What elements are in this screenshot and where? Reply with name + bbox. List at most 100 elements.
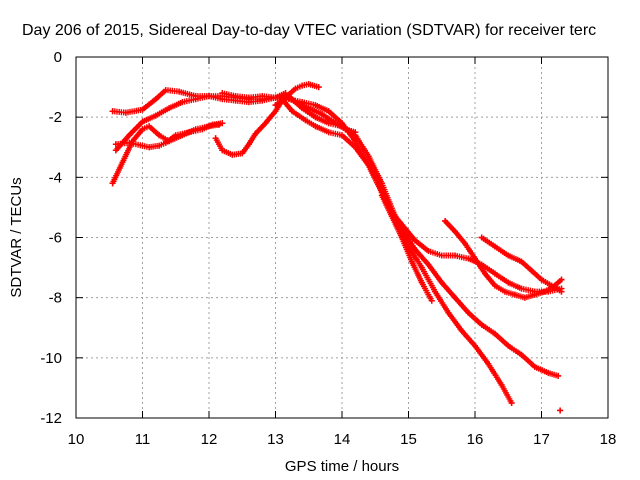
data-point (219, 147, 226, 154)
y-tick-label: -8 (49, 290, 62, 307)
series-track-3 (109, 121, 222, 187)
data-point (558, 276, 565, 283)
chart-title: Day 206 of 2015, Sidereal Day-to-day VTE… (22, 22, 596, 39)
x-axis-label: GPS time / hours (285, 458, 399, 475)
data-point (319, 111, 326, 118)
data-point (122, 109, 129, 116)
data-point (302, 117, 309, 124)
data-point (232, 93, 239, 100)
data-point (518, 258, 525, 265)
axis-ticks: 10 11 12 13 14 15 16 17 18 0 -2 -4 -6 -8 -10 -12 (40, 49, 616, 448)
x-tick-label: 15 (400, 431, 417, 448)
data-point (518, 351, 525, 358)
data-point (285, 93, 292, 100)
data-point (462, 240, 469, 247)
data-point (272, 108, 279, 115)
data-point (312, 114, 319, 121)
x-tick-label: 18 (600, 431, 617, 448)
data-point (425, 261, 432, 268)
data-point (425, 248, 432, 255)
data-point (139, 142, 146, 149)
data-point (339, 123, 345, 130)
data-point (146, 123, 153, 130)
data-point (192, 96, 199, 103)
data-point (545, 369, 552, 376)
data-point (478, 321, 485, 328)
y-tick-label: -2 (49, 109, 62, 126)
data-point (445, 309, 452, 316)
data-point (179, 99, 186, 106)
x-tick-label: 13 (267, 431, 284, 448)
data-point (555, 372, 562, 379)
x-tick-label: 12 (201, 431, 218, 448)
data-point (452, 252, 459, 259)
data-point (412, 237, 419, 244)
data-point (305, 81, 312, 88)
data-point (352, 144, 359, 151)
data-point (505, 279, 512, 286)
data-point (112, 147, 119, 154)
data-point (498, 381, 505, 388)
data-point (162, 87, 169, 94)
data-point (229, 151, 236, 158)
data-point (199, 126, 206, 133)
series-track-12 (557, 407, 564, 414)
data-point (541, 288, 548, 295)
data-point (139, 106, 146, 113)
data-point (438, 252, 445, 259)
data-point (272, 94, 279, 101)
data-point (299, 105, 306, 112)
data-point (206, 93, 212, 100)
y-tick-label: 0 (54, 49, 62, 66)
data-point (442, 217, 449, 224)
data-point (339, 132, 345, 139)
data-point (312, 102, 319, 109)
data-point (172, 132, 179, 139)
data-point (139, 118, 146, 125)
data-point (126, 139, 133, 146)
data-point (262, 120, 269, 127)
data-point (508, 399, 515, 406)
data-point (325, 120, 332, 127)
data-point (378, 192, 385, 199)
y-tick-label: -10 (40, 350, 62, 367)
data-point (109, 180, 116, 187)
data-points (109, 81, 565, 414)
data-point (245, 141, 252, 148)
data-point (452, 294, 459, 301)
data-point (299, 99, 306, 106)
x-tick-label: 16 (467, 431, 484, 448)
data-point (119, 159, 126, 166)
data-point (156, 132, 163, 139)
series-track-11 (478, 234, 565, 295)
data-point (511, 291, 518, 298)
data-point (162, 139, 169, 146)
series-track-6 (219, 90, 565, 295)
data-point (418, 264, 425, 271)
marker-path (109, 121, 222, 187)
x-tick-label: 10 (68, 431, 85, 448)
data-point (289, 108, 296, 115)
data-point (112, 141, 119, 148)
marker-path (272, 93, 515, 406)
data-point (176, 88, 183, 95)
series-track-5 (212, 81, 322, 158)
data-point (186, 129, 193, 136)
data-point (219, 90, 226, 97)
x-tick-label: 14 (334, 431, 351, 448)
data-point (501, 288, 508, 295)
data-point (156, 142, 163, 149)
data-point (152, 112, 159, 119)
data-point (505, 342, 512, 349)
data-point (418, 279, 425, 286)
data-point (472, 342, 478, 349)
marker-path (442, 218, 565, 301)
data-point (465, 255, 472, 262)
data-point (538, 276, 545, 283)
y-tick-label: -6 (49, 230, 62, 247)
y-tick-label: -12 (40, 410, 62, 427)
data-point (352, 132, 359, 139)
marker-path (219, 90, 565, 295)
data-point (485, 360, 492, 367)
